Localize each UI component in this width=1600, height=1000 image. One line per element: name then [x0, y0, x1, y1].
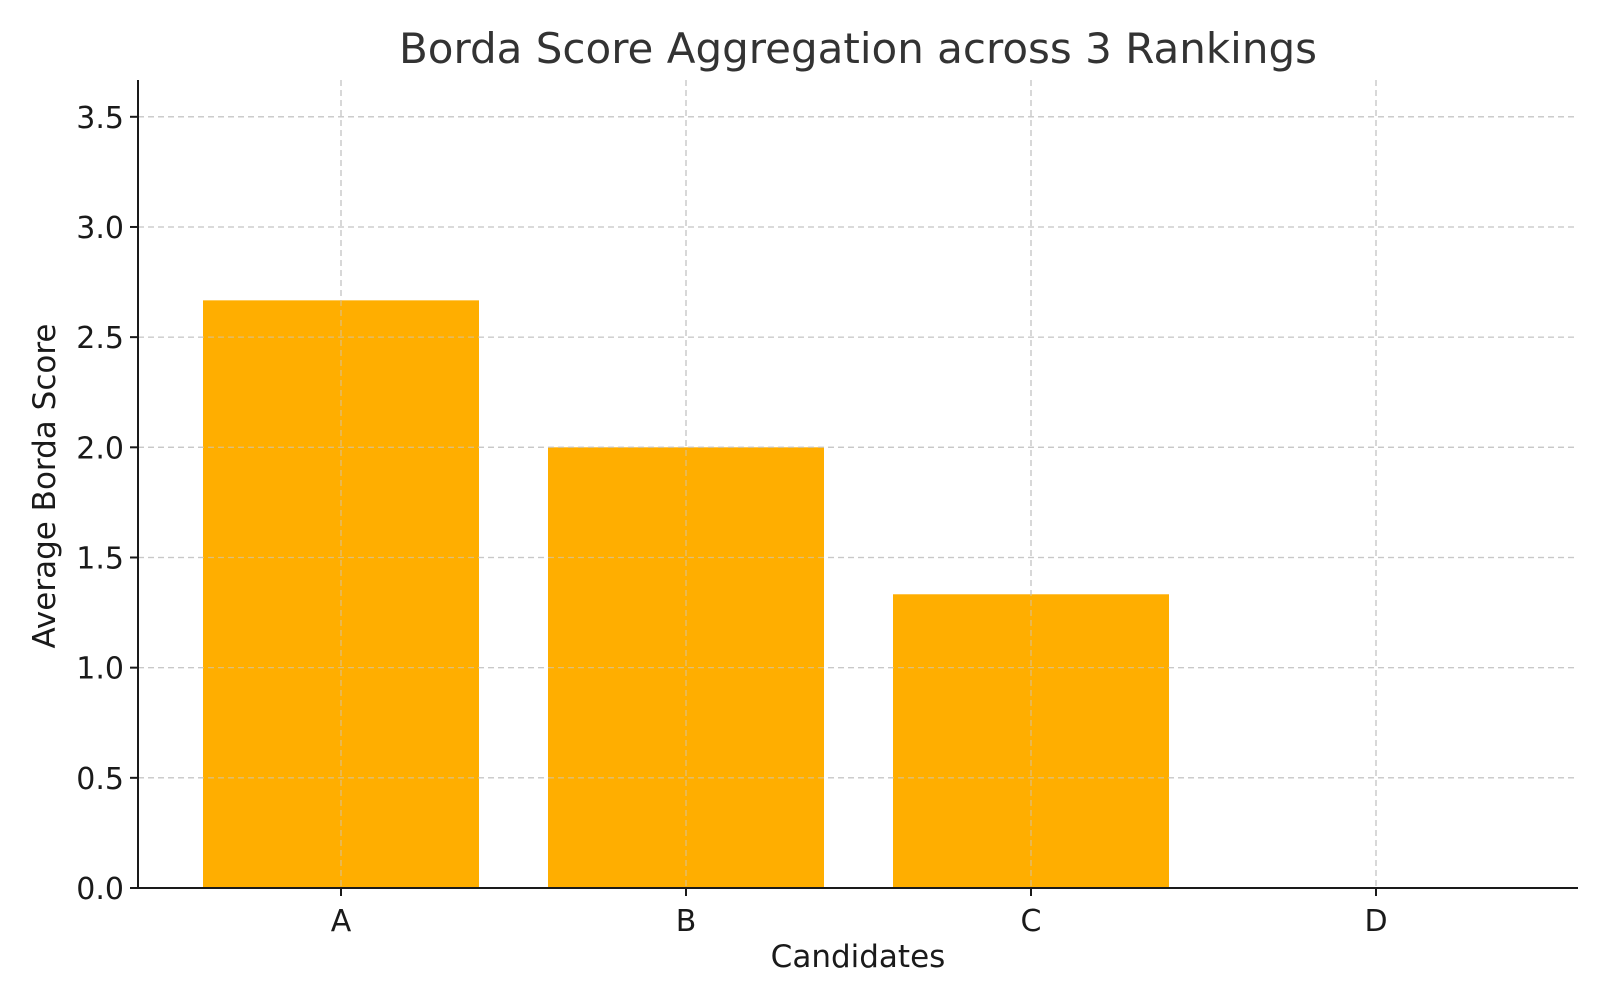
bars — [138, 80, 1578, 889]
y-tick-label: 3.5 — [76, 101, 124, 136]
y-ticks: 0.0 0.5 1.0 1.5 2.0 2.5 3.0 3.5 — [76, 101, 138, 907]
x-tick-label-d: D — [1364, 904, 1387, 939]
y-tick-label: 3.0 — [76, 211, 124, 246]
axes — [137, 80, 1578, 889]
y-tick-label: 1.0 — [76, 652, 124, 687]
y-axis-label: Average Borda Score — [27, 324, 63, 649]
x-tick-label-a: A — [331, 904, 352, 939]
y-tick-label: 1.5 — [76, 541, 124, 576]
y-tick-label: 0.5 — [76, 762, 124, 797]
x-tick-label-b: B — [676, 904, 697, 939]
y-tick-label: 0.0 — [76, 872, 124, 907]
y-tick-label: 2.0 — [76, 431, 124, 466]
x-ticks: A B C D — [331, 888, 1388, 939]
y-tick-label: 2.5 — [76, 321, 124, 356]
x-axis-label: Candidates — [771, 939, 946, 975]
chart-title: Borda Score Aggregation across 3 Ranking… — [399, 24, 1317, 73]
x-tick-label-c: C — [1021, 904, 1042, 939]
